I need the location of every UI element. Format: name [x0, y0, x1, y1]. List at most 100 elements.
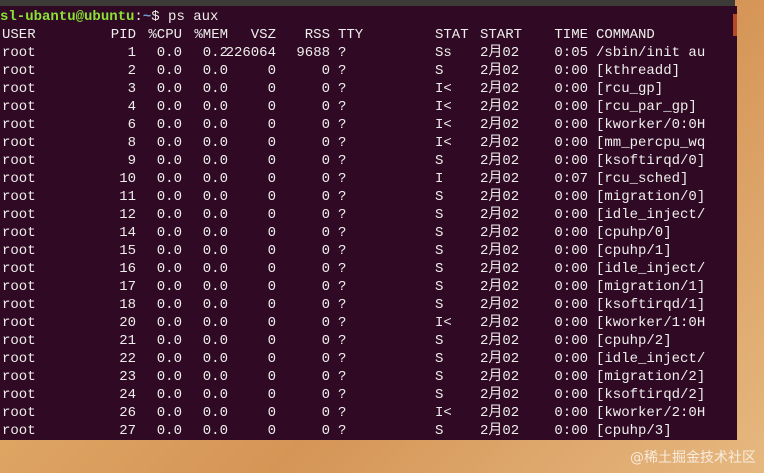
- cell-user: root: [2, 117, 36, 133]
- cell-vsz: 0: [267, 63, 276, 79]
- cell-cpu: 0.0: [156, 81, 182, 97]
- table-row: root 16 0.0 0.0 0 0? S 2月02 0:00 [idle_inject/: [0, 260, 735, 278]
- cell-tty: ?: [338, 315, 347, 331]
- cell-user: root: [2, 63, 36, 79]
- cell-tty: ?: [338, 243, 347, 259]
- cell-cpu: 0.0: [156, 423, 182, 439]
- cell-pid: 17: [119, 279, 136, 295]
- cell-cpu: 0.0: [156, 189, 182, 205]
- cell-command: [migration/0]: [596, 189, 706, 205]
- cell-vsz: 0: [267, 117, 276, 133]
- cell-pid: 1: [127, 45, 136, 61]
- cell-mem: 0.0: [202, 171, 228, 187]
- cell-start: 2月02: [480, 45, 520, 61]
- table-row: root 26 0.0 0.0 0 0? I< 2月02 0:00 [kworker/2:0H: [0, 404, 735, 422]
- terminal-window[interactable]: sl-ubantu@ubuntu:~$ ps aux USER PID %CPU %M…: [0, 6, 735, 440]
- cell-user: root: [2, 225, 36, 241]
- cell-time: 0:00: [554, 117, 588, 133]
- cell-start: 2月02: [480, 135, 520, 151]
- cell-pid: 9: [127, 153, 136, 169]
- cell-rss: 0: [321, 153, 330, 169]
- cell-pid: 8: [127, 135, 136, 151]
- cell-stat: S: [435, 63, 444, 79]
- cell-user: root: [2, 423, 36, 439]
- cell-tty: ?: [338, 117, 347, 133]
- cell-command: [ksoftirqd/2]: [596, 387, 706, 403]
- cell-time: 0:00: [554, 387, 588, 403]
- cell-tty: ?: [338, 351, 347, 367]
- cell-cpu: 0.0: [156, 387, 182, 403]
- prompt-path: ~: [142, 9, 152, 25]
- cell-rss: 0: [321, 297, 330, 313]
- cell-command: [kworker/2:0H: [596, 405, 706, 421]
- cell-command: [idle_inject/: [596, 207, 706, 223]
- cell-time: 0:00: [554, 315, 588, 331]
- table-row: root 15 0.0 0.0 0 0? S 2月02 0:00 [cpuhp/1]: [0, 242, 735, 260]
- cell-rss: 0: [321, 333, 330, 349]
- cell-time: 0:00: [554, 279, 588, 295]
- header-tty: TTY: [338, 27, 364, 43]
- table-row: root 3 0.0 0.0 0 0? I< 2月02 0:00 [rcu_gp]: [0, 80, 735, 98]
- cell-vsz: 0: [267, 225, 276, 241]
- cell-cpu: 0.0: [156, 279, 182, 295]
- header-user: USER: [2, 27, 36, 43]
- cell-pid: 2: [127, 63, 136, 79]
- cell-rss: 0: [321, 405, 330, 421]
- cell-command: [cpuhp/1]: [596, 243, 672, 259]
- cell-pid: 15: [119, 243, 136, 259]
- table-row: root 27 0.0 0.0 0 0? S 2月02 0:00 [cpuhp/3]: [0, 422, 735, 440]
- cell-cpu: 0.0: [156, 369, 182, 385]
- cell-stat: S: [435, 225, 444, 241]
- cell-tty: ?: [338, 99, 347, 115]
- cell-cpu: 0.0: [156, 117, 182, 133]
- cell-tty: ?: [338, 423, 347, 439]
- header-rss: RSS: [304, 27, 330, 43]
- cell-command: [rcu_gp]: [596, 81, 664, 97]
- cell-stat: S: [435, 369, 444, 385]
- cell-user: root: [2, 153, 36, 169]
- cell-user: root: [2, 333, 36, 349]
- cell-cpu: 0.0: [156, 333, 182, 349]
- cell-start: 2月02: [480, 297, 520, 313]
- cell-start: 2月02: [480, 369, 520, 385]
- cell-command: [rcu_sched]: [596, 171, 689, 187]
- cell-pid: 18: [119, 297, 136, 313]
- cell-pid: 27: [119, 423, 136, 439]
- cell-vsz: 0: [267, 279, 276, 295]
- table-row: root 22 0.0 0.0 0 0? S 2月02 0:00 [idle_inject/: [0, 350, 735, 368]
- cell-cpu: 0.0: [156, 405, 182, 421]
- cell-time: 0:00: [554, 351, 588, 367]
- cell-rss: 0: [321, 117, 330, 133]
- table-row: root 9 0.0 0.0 0 0? S 2月02 0:00 [ksoftirqd/0]: [0, 152, 735, 170]
- cell-start: 2月02: [480, 171, 520, 187]
- cell-start: 2月02: [480, 189, 520, 205]
- table-row: root 14 0.0 0.0 0 0? S 2月02 0:00 [cpuhp/0]: [0, 224, 735, 242]
- cell-pid: 14: [119, 225, 136, 241]
- table-row: root 20 0.0 0.0 0 0? I< 2月02 0:00 [kworker/1:0H: [0, 314, 735, 332]
- cell-cpu: 0.0: [156, 315, 182, 331]
- cell-stat: I: [435, 171, 444, 187]
- cell-user: root: [2, 99, 36, 115]
- cell-rss: 0: [321, 315, 330, 331]
- cell-stat: S: [435, 351, 444, 367]
- cell-mem: 0.0: [202, 81, 228, 97]
- cell-cpu: 0.0: [156, 297, 182, 313]
- table-row: root 2 0.0 0.0 0 0? S 2月02 0:00 [kthreadd]: [0, 62, 735, 80]
- cell-stat: Ss: [435, 45, 452, 61]
- header-command: COMMAND: [596, 27, 655, 43]
- cell-rss: 0: [321, 63, 330, 79]
- table-row: root 4 0.0 0.0 0 0? I< 2月02 0:00 [rcu_par_gp]: [0, 98, 735, 116]
- table-row: root 6 0.0 0.0 0 0? I< 2月02 0:00 [kworker/0:0H: [0, 116, 735, 134]
- cell-tty: ?: [338, 63, 347, 79]
- cell-mem: 0.0: [202, 369, 228, 385]
- cell-mem: 0.0: [202, 99, 228, 115]
- scrollbar[interactable]: [733, 6, 737, 440]
- cell-start: 2月02: [480, 405, 520, 421]
- cell-tty: ?: [338, 387, 347, 403]
- scrollbar-thumb[interactable]: [733, 14, 737, 36]
- cell-command: [mm_percpu_wq: [596, 135, 706, 151]
- cell-vsz: 0: [267, 297, 276, 313]
- cell-tty: ?: [338, 225, 347, 241]
- cell-command: [idle_inject/: [596, 261, 706, 277]
- cell-start: 2月02: [480, 225, 520, 241]
